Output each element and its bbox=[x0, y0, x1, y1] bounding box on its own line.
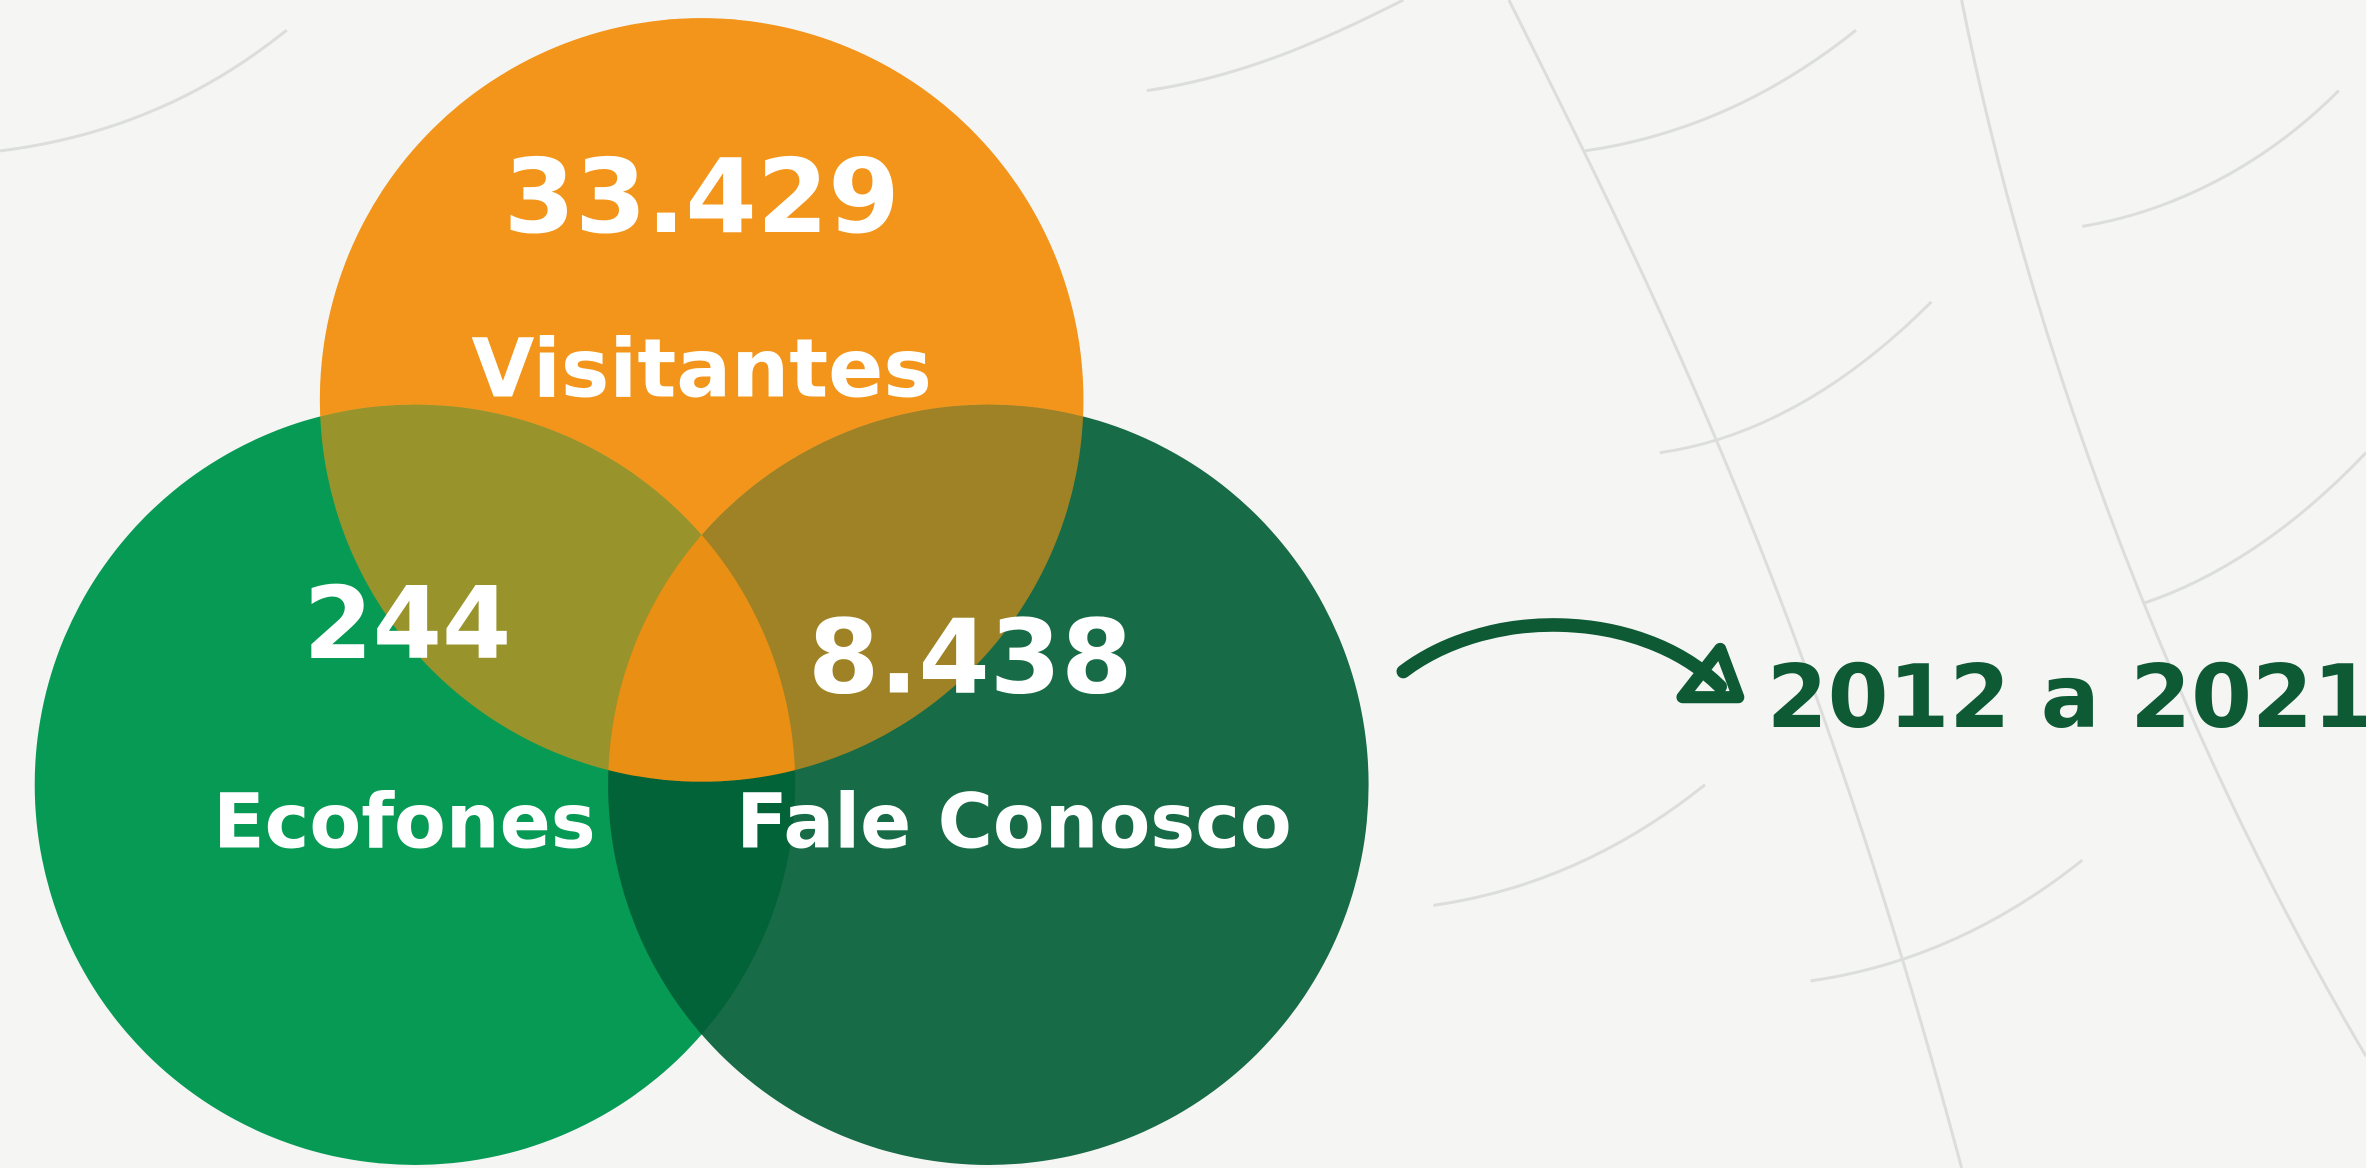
page: 33.429 Visitantes 244 Ecofones 8.438 Fal… bbox=[0, 0, 2366, 1168]
infographic: 33.429 Visitantes 244 Ecofones 8.438 Fal… bbox=[0, 0, 2366, 1168]
fale-conosco-number: 8.438 bbox=[808, 598, 1133, 717]
visitantes-label: Visitantes bbox=[471, 322, 932, 417]
visitantes-number: 33.429 bbox=[504, 138, 900, 257]
fale-conosco-label: Fale Conosco bbox=[736, 777, 1291, 865]
period: 2012 a 2021 bbox=[1767, 646, 2366, 748]
ecofones-label: Ecofones bbox=[213, 777, 596, 865]
ecofones-number: 244 bbox=[303, 567, 511, 682]
